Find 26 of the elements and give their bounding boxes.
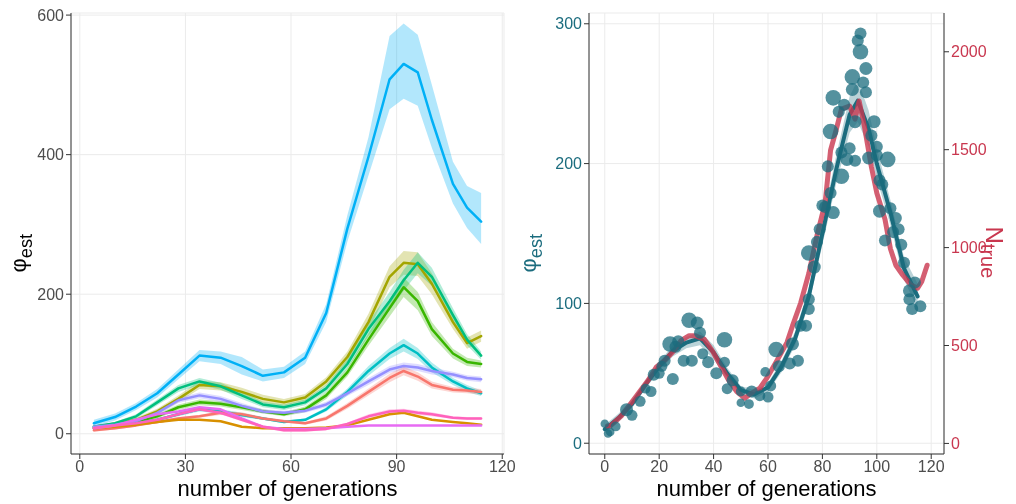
x-tick-label: 120 [917,458,945,476]
y2-tick-label: 1500 [951,141,987,159]
y-tick-label: 200 [555,155,583,173]
x-tick-label: 0 [600,458,610,476]
y2-tick-label: 500 [951,337,978,355]
x-axis-title: number of generations [655,476,878,502]
x-tick-label: 100 [863,458,891,476]
y-tick-label: 400 [37,146,65,164]
y2-tick-label: 0 [951,435,960,453]
y-tick-label: 300 [555,15,583,33]
x-tick-label: 20 [650,458,669,476]
x-tick-label: 30 [176,458,195,476]
x-tick-label: 0 [75,458,85,476]
x-axis-title: number of generations [176,476,399,502]
y-tick-label: 0 [55,425,65,443]
y-tick-label: 100 [555,295,583,313]
x-tick-label: 60 [759,458,777,476]
x-tick-label: 80 [813,458,832,476]
x-tick-label: 90 [387,458,406,476]
y2-tick-label: 2000 [951,43,987,61]
y-tick-label: 600 [37,6,65,24]
x-tick-label: 60 [282,458,301,476]
y-tick-label: 200 [37,285,65,303]
x-tick-label: 120 [488,458,516,476]
y-tick-label: 0 [573,434,583,452]
x-tick-label: 40 [704,458,723,476]
